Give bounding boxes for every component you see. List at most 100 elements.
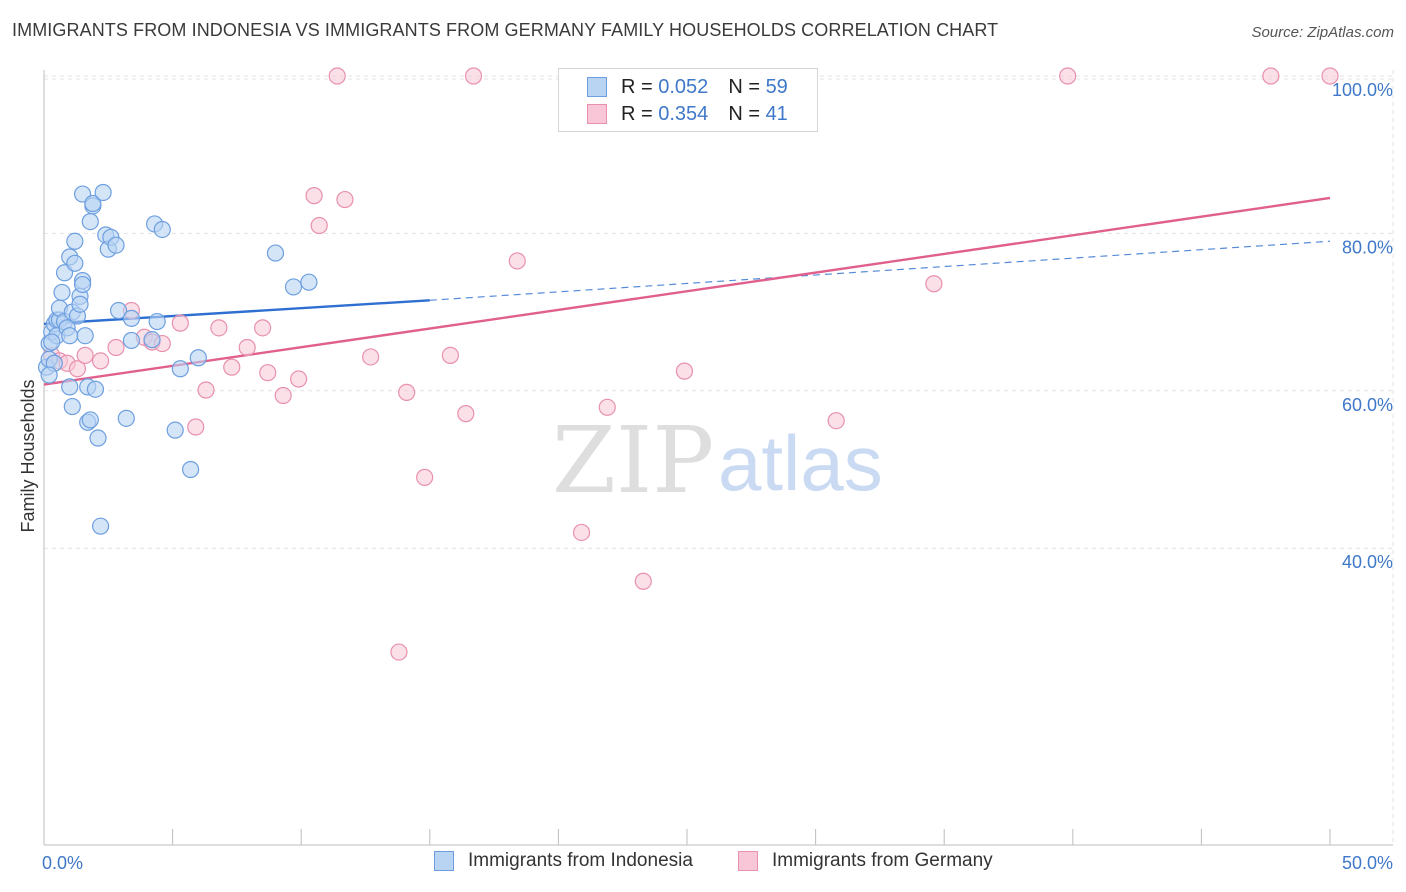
point-germany (457, 405, 475, 423)
legend-r-value-germany: 0.354 (658, 102, 709, 125)
legend-swatch-germany (738, 851, 758, 871)
legend-n-label: N = (728, 102, 760, 125)
point-indonesia (189, 349, 207, 367)
x-max-label: 50.0% (1342, 853, 1393, 873)
trend-lines (43, 196, 1331, 386)
point-germany (390, 643, 408, 661)
point-indonesia (40, 366, 58, 384)
point-germany (171, 314, 189, 332)
chart-title: IMMIGRANTS FROM INDONESIA VS IMMIGRANTS … (12, 20, 999, 40)
point-germany (68, 360, 87, 378)
point-germany (398, 383, 416, 401)
legend-row-indonesia: R = 0.052 N = 59 (559, 74, 788, 100)
point-indonesia (107, 236, 125, 254)
point-germany (925, 275, 943, 293)
point-indonesia (148, 312, 166, 331)
y-tick-labels: 40.0% 60.0% 80.0% 100.0% (1332, 80, 1393, 572)
legend-r-label: R = (621, 75, 653, 98)
point-germany (259, 364, 277, 382)
point-indonesia (43, 333, 61, 351)
point-indonesia (81, 212, 99, 231)
point-indonesia (122, 309, 141, 327)
point-indonesia (73, 275, 92, 294)
point-indonesia (61, 378, 79, 396)
trend-line-indonesia-projection (429, 240, 1331, 301)
legend-r-value-indonesia: 0.052 (658, 75, 709, 98)
point-indonesia (84, 194, 102, 213)
legend-swatch-germany (587, 104, 607, 124)
point-indonesia (91, 517, 110, 535)
germany-points (43, 67, 1339, 661)
x-min-label: 0.0% (42, 853, 83, 873)
point-germany (76, 346, 94, 364)
point-indonesia (76, 327, 94, 345)
point-germany (598, 398, 616, 416)
point-indonesia (94, 183, 112, 202)
legend-row-germany: R = 0.354 N = 41 (559, 101, 788, 127)
point-indonesia (117, 409, 135, 427)
point-germany (336, 190, 354, 209)
point-indonesia (81, 411, 99, 429)
point-indonesia (122, 331, 141, 350)
point-germany (675, 362, 694, 380)
point-indonesia (89, 429, 107, 447)
point-germany (238, 338, 256, 357)
point-germany (572, 523, 591, 542)
y-tick-label: 100.0% (1332, 80, 1393, 100)
trend-line-indonesia (43, 299, 430, 326)
point-germany (254, 319, 272, 337)
watermark-atlas: atlas (718, 419, 883, 507)
y-axis-title: Family Households (18, 379, 38, 532)
point-germany (464, 67, 483, 85)
watermark-zip: ZIP (552, 407, 714, 514)
correlation-legend: R = 0.052 N = 59 R = 0.354 N = 41 (558, 68, 818, 132)
point-germany (328, 67, 346, 85)
point-indonesia (166, 421, 184, 439)
point-indonesia (61, 327, 79, 345)
point-germany (1321, 67, 1339, 85)
point-germany (362, 348, 380, 366)
point-indonesia (53, 283, 71, 302)
y-tick-label: 40.0% (1342, 552, 1393, 572)
point-germany (187, 418, 205, 436)
point-germany (223, 358, 241, 376)
point-indonesia (63, 397, 81, 416)
point-germany (1059, 67, 1077, 85)
legend-swatch-indonesia (587, 77, 607, 97)
point-germany (210, 319, 228, 337)
point-germany (107, 338, 125, 357)
indonesia-points (37, 183, 318, 535)
legend-item-germany: Immigrants from Germany (738, 850, 993, 872)
point-indonesia (284, 278, 303, 296)
legend-label-germany: Immigrants from Germany (772, 850, 993, 871)
point-germany (290, 370, 308, 388)
source-label: Source: ZipAtlas.com (1251, 24, 1394, 41)
legend-n-value-germany: 41 (765, 102, 788, 125)
y-tick-label: 80.0% (1342, 237, 1393, 257)
point-germany (508, 252, 526, 270)
axes (43, 70, 1393, 846)
trend-line-germany (43, 196, 1331, 386)
point-indonesia (66, 232, 84, 250)
point-germany (1262, 67, 1280, 85)
point-indonesia (153, 220, 171, 239)
point-germany (441, 346, 459, 364)
point-indonesia (71, 295, 89, 313)
legend-item-indonesia: Immigrants from Indonesia (434, 850, 693, 872)
legend-swatch-indonesia (434, 851, 454, 871)
point-indonesia (171, 360, 189, 378)
point-germany (827, 412, 845, 430)
point-germany (310, 216, 328, 235)
point-germany (416, 468, 434, 486)
point-germany (197, 381, 215, 399)
series-legend: Immigrants from Indonesia Immigrants fro… (0, 850, 1406, 880)
point-indonesia (182, 460, 200, 479)
point-indonesia (300, 273, 318, 291)
legend-n-label: N = (728, 75, 760, 98)
point-indonesia (86, 380, 105, 398)
point-germany (305, 187, 323, 205)
point-germany (274, 386, 292, 405)
legend-r-label: R = (621, 102, 653, 125)
legend-label-indonesia: Immigrants from Indonesia (468, 850, 693, 871)
